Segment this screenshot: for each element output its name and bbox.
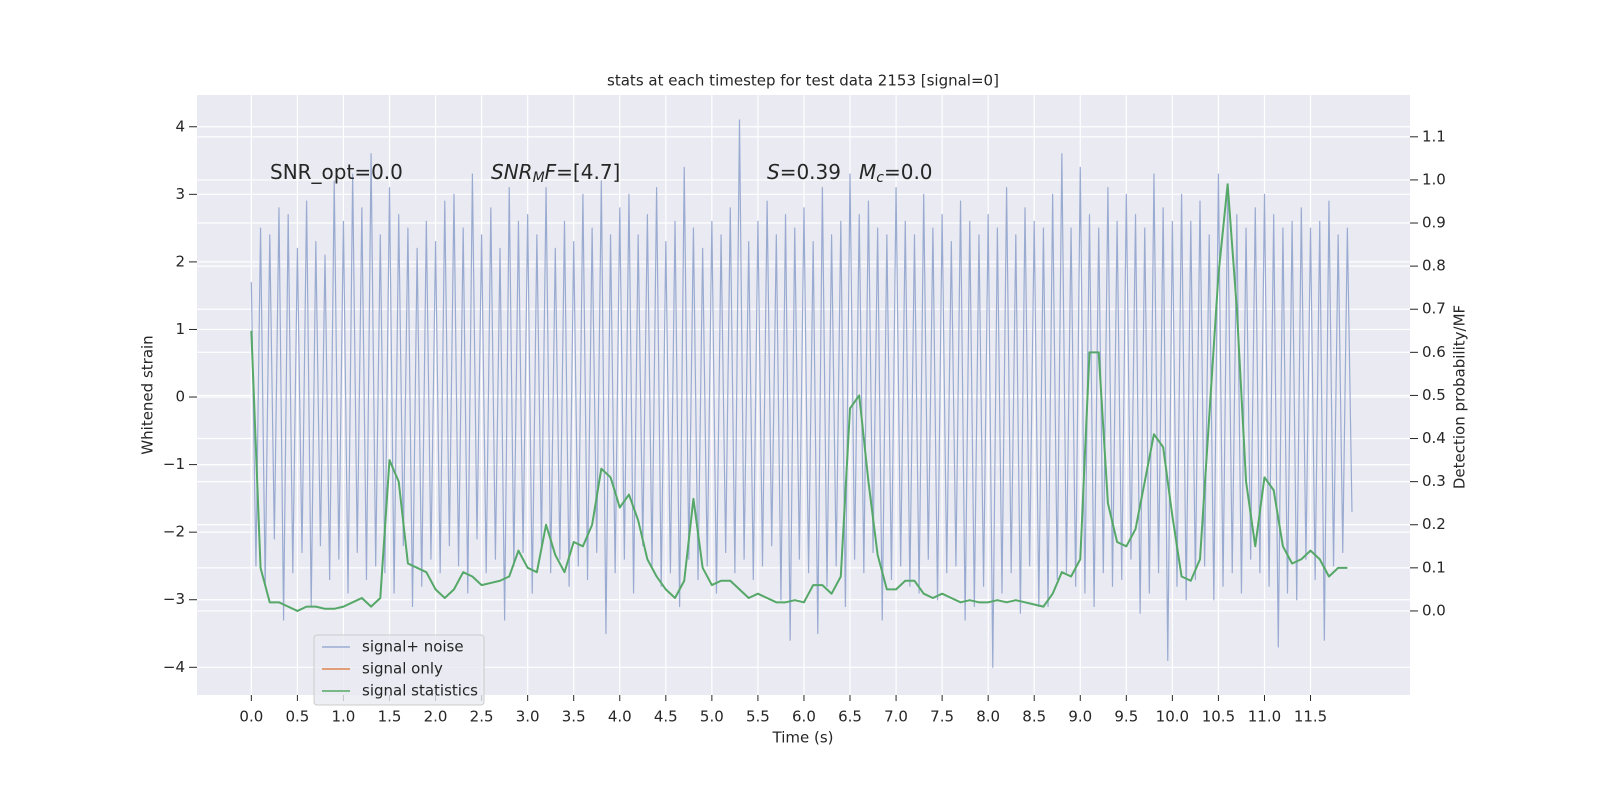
y2-tick-label: 1.0 — [1422, 170, 1446, 188]
y2-tick-label: 0.9 — [1422, 214, 1446, 232]
series-line — [250, 119, 1353, 668]
annotation-part: M — [859, 160, 876, 184]
x-tick-label: 11.5 — [1294, 708, 1327, 726]
annotation-part: =[4.7] — [556, 160, 620, 184]
y-tick-label: 3 — [175, 185, 185, 203]
y2-tick-label: 0.7 — [1422, 300, 1446, 318]
annotation-part: SNR_opt=0.0 — [270, 160, 403, 184]
series-line — [250, 183, 1348, 612]
annotation: Mc=0.0 — [859, 160, 933, 187]
x-tick-label: 5.5 — [746, 708, 770, 726]
x-tick-label: 6.5 — [838, 708, 862, 726]
annotation-part: c — [876, 170, 884, 186]
y-tick-label: −4 — [163, 658, 185, 676]
y2-axis-label: Detection probability/MF — [1451, 305, 1469, 489]
x-tick-label: 0.0 — [239, 708, 263, 726]
y-axis-label: Whitened strain — [139, 335, 157, 454]
y-tick-label: −3 — [163, 590, 185, 608]
legend-box — [313, 634, 485, 706]
x-tick-label: 2.0 — [424, 708, 448, 726]
x-tick-label: 10.0 — [1156, 708, 1189, 726]
y2-tick-label: 0.6 — [1422, 343, 1446, 361]
y-tick-label: 4 — [175, 117, 185, 135]
annotation-part: M — [533, 170, 545, 186]
x-tick-label: 0.5 — [285, 708, 309, 726]
grid — [197, 95, 1410, 695]
x-tick-label: 2.5 — [470, 708, 494, 726]
y-tick-label: 0 — [175, 388, 185, 406]
x-tick-label: 3.5 — [562, 708, 586, 726]
annotations: SNR_opt=0.0 SNRMF=[4.7] S=0.39 Mc=0.0 — [270, 160, 933, 187]
y2-tick-label: 0.0 — [1422, 601, 1446, 619]
x-tick-label: 1.5 — [378, 708, 402, 726]
annotation: SNR_opt=0.0 — [270, 160, 403, 184]
x-tick-label: 11.0 — [1248, 708, 1281, 726]
x-tick-label: 1.0 — [332, 708, 356, 726]
y-tick-label: −1 — [163, 455, 185, 473]
x-tick-label: 9.5 — [1114, 708, 1138, 726]
x-tick-label: 7.5 — [930, 708, 954, 726]
y2-tick-label: 0.5 — [1422, 386, 1446, 404]
x-tick-label: 5.0 — [700, 708, 724, 726]
y2-tick-label: 0.1 — [1422, 558, 1446, 576]
annotation: S=0.39 — [767, 160, 841, 184]
x-tick-label: 6.0 — [792, 708, 816, 726]
annotation-part: =0.0 — [884, 160, 933, 184]
legend-label: signal+ noise — [362, 638, 464, 656]
legend: signal+ noise signal only signal statistic… — [313, 634, 485, 706]
x-tick-label: 4.5 — [654, 708, 678, 726]
marks — [250, 119, 1353, 668]
annotation-part: SNR — [491, 160, 533, 184]
x-tick-label: 9.0 — [1068, 708, 1092, 726]
y2-tick-label: 0.8 — [1422, 257, 1446, 275]
y-tick-label: 2 — [175, 252, 185, 270]
legend-label: signal statistics — [362, 682, 478, 700]
legend-label: signal only — [362, 660, 443, 678]
x-tick-label: 4.0 — [608, 708, 632, 726]
ticks: 0.0 0.5 1.0 1.5 2.0 2.5 3.0 3.5 4.0 4.5 5.0 5.5 6.0 6… — [163, 117, 1446, 725]
annotation-part: =0.39 — [780, 160, 841, 184]
annotation-part: F — [545, 160, 557, 184]
chart-title: stats at each timestep for test data 215… — [607, 72, 999, 90]
y2-tick-label: 1.1 — [1422, 127, 1446, 145]
x-axis-label: Time (s) — [772, 729, 834, 747]
y2-tick-label: 0.2 — [1422, 515, 1446, 533]
annotation: SNRMF=[4.7] — [491, 160, 620, 187]
annotation-part: S — [767, 160, 780, 184]
y-tick-label: 1 — [175, 320, 185, 338]
y2-tick-label: 0.3 — [1422, 472, 1446, 490]
y-tick-label: −2 — [163, 523, 185, 541]
x-tick-label: 3.0 — [516, 708, 540, 726]
x-tick-label: 8.0 — [976, 708, 1000, 726]
x-tick-label: 8.5 — [1022, 708, 1046, 726]
y2-tick-label: 0.4 — [1422, 429, 1446, 447]
x-tick-label: 10.5 — [1202, 708, 1235, 726]
x-tick-label: 7.0 — [884, 708, 908, 726]
